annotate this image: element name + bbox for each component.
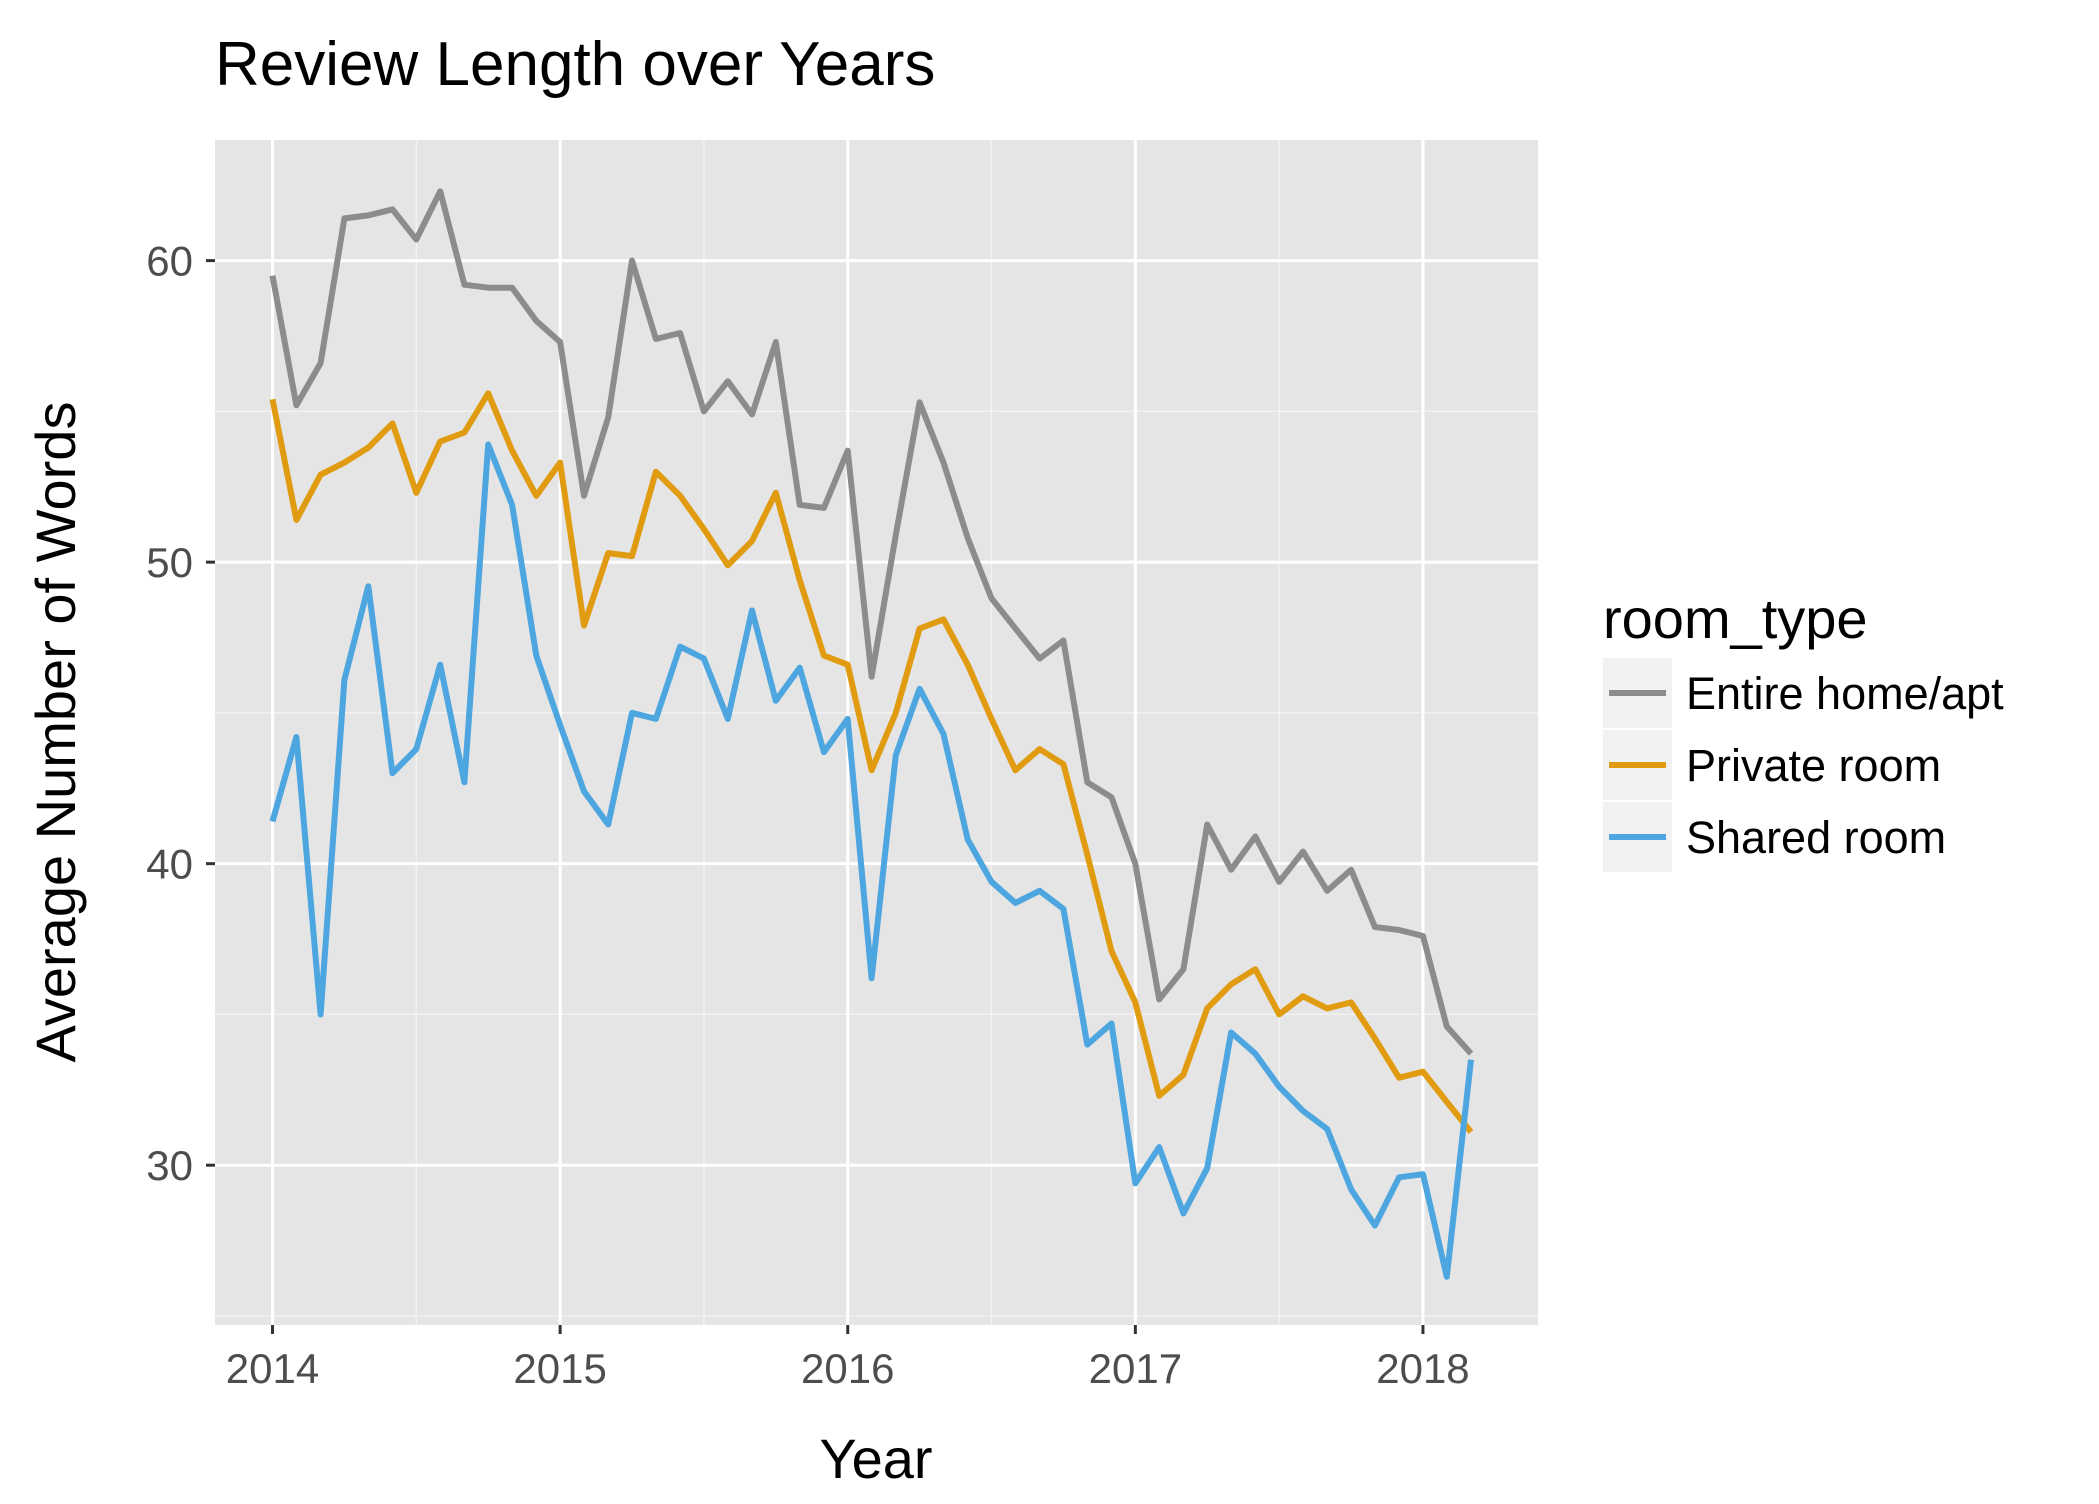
x-tick-label: 2018 bbox=[1376, 1345, 1469, 1392]
y-axis-title: Average Number of Words bbox=[24, 402, 87, 1063]
y-tick-label: 30 bbox=[146, 1142, 193, 1189]
series-line-1 bbox=[269, 390, 1474, 1134]
series-line-2 bbox=[269, 441, 1474, 1280]
legend-label: Shared room bbox=[1686, 812, 1946, 863]
minor-gridlines bbox=[215, 140, 1538, 1325]
series-line-0 bbox=[269, 188, 1474, 1056]
x-tick-label: 2016 bbox=[801, 1345, 894, 1392]
x-tick-label: 2017 bbox=[1089, 1345, 1182, 1392]
legend: room_type Entire home/apt Private room Sha… bbox=[1603, 587, 2004, 872]
y-tick-label: 60 bbox=[146, 238, 193, 285]
x-axis-title: Year bbox=[819, 1427, 932, 1490]
series-lines bbox=[269, 188, 1474, 1280]
y-tick-label: 50 bbox=[146, 539, 193, 586]
major-gridlines bbox=[215, 140, 1538, 1325]
y-axis: 30 40 50 60 bbox=[146, 238, 215, 1189]
x-tick-label: 2014 bbox=[226, 1345, 319, 1392]
legend-label: Entire home/apt bbox=[1686, 668, 2004, 719]
legend-title: room_type bbox=[1603, 587, 1868, 650]
legend-items: Entire home/apt Private room Shared room bbox=[1603, 658, 2004, 872]
legend-label: Private room bbox=[1686, 740, 1941, 791]
x-axis: 2014 2015 2016 2017 2018 bbox=[226, 1325, 1470, 1392]
y-tick-label: 40 bbox=[146, 841, 193, 888]
x-tick-label: 2015 bbox=[513, 1345, 606, 1392]
chart-title: Review Length over Years bbox=[215, 30, 935, 99]
plot-panel bbox=[215, 140, 1538, 1325]
